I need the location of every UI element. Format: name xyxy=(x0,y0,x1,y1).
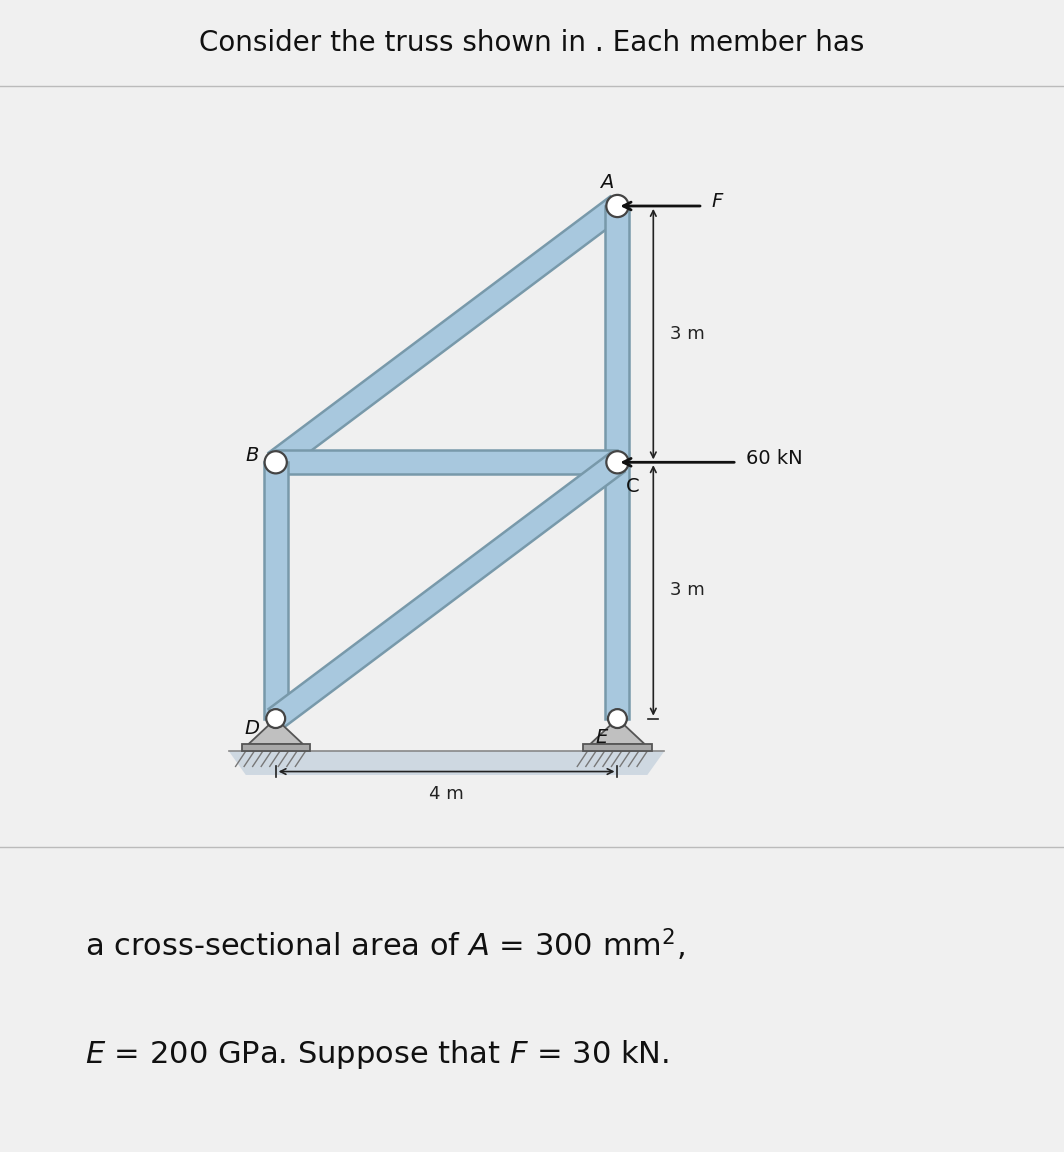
Text: C: C xyxy=(626,477,639,495)
Polygon shape xyxy=(264,462,287,719)
Text: D: D xyxy=(245,719,260,738)
Circle shape xyxy=(608,710,627,728)
Text: B: B xyxy=(245,446,259,465)
Circle shape xyxy=(266,710,285,728)
Polygon shape xyxy=(591,719,645,744)
Text: E: E xyxy=(596,728,609,746)
Polygon shape xyxy=(229,751,664,775)
Polygon shape xyxy=(268,197,625,472)
Polygon shape xyxy=(605,462,630,719)
Circle shape xyxy=(606,195,629,217)
Polygon shape xyxy=(605,206,630,462)
Bar xyxy=(242,744,310,751)
Text: $\mathit{F}$: $\mathit{F}$ xyxy=(712,192,725,211)
Text: a cross-sectional area of $\mathit{A}$ = 300 mm$^2$,: a cross-sectional area of $\mathit{A}$ =… xyxy=(85,926,685,963)
Polygon shape xyxy=(268,453,625,728)
Polygon shape xyxy=(248,719,303,744)
Text: $\mathit{E}$ = 200 GPa. Suppose that $\mathit{F}$ = 30 kN.: $\mathit{E}$ = 200 GPa. Suppose that $\m… xyxy=(85,1038,669,1071)
Text: Consider the truss shown in . Each member has: Consider the truss shown in . Each membe… xyxy=(199,29,865,58)
Circle shape xyxy=(265,452,287,473)
Bar xyxy=(583,744,651,751)
Text: 60 kN: 60 kN xyxy=(746,448,802,468)
Text: 3 m: 3 m xyxy=(670,325,705,343)
Text: 4 m: 4 m xyxy=(429,785,464,803)
Circle shape xyxy=(606,452,629,473)
Polygon shape xyxy=(276,450,617,475)
Text: 3 m: 3 m xyxy=(670,582,705,599)
Text: A: A xyxy=(600,173,614,191)
